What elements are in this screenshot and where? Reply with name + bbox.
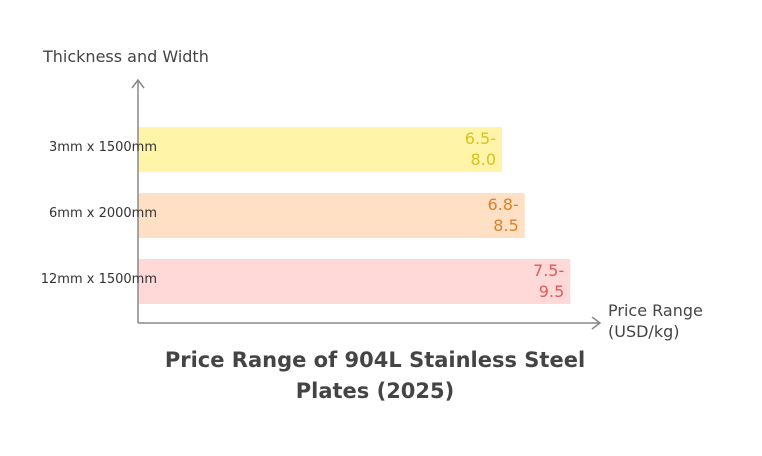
y-tick-label: 3mm x 1500mm: [49, 140, 157, 155]
chart-title: Price Range of 904L Stainless Steel Plat…: [164, 348, 586, 403]
value-label: 6.8-8.5: [487, 195, 519, 235]
y-axis-label: Thickness and Width: [43, 47, 209, 66]
y-tick-label: 12mm x 1500mm: [40, 272, 157, 287]
x-axis: [138, 316, 602, 330]
bars: [138, 127, 571, 304]
y-axis: [131, 78, 145, 323]
bar: [138, 127, 502, 172]
value-label: 6.5-8.0: [464, 129, 496, 169]
bar: [138, 259, 571, 304]
bar: [138, 193, 525, 238]
value-label: 7.5-9.5: [533, 261, 565, 301]
y-tick-label: 6mm x 2000mm: [49, 206, 157, 221]
x-axis-label: Price Range (USD/kg): [608, 301, 703, 341]
